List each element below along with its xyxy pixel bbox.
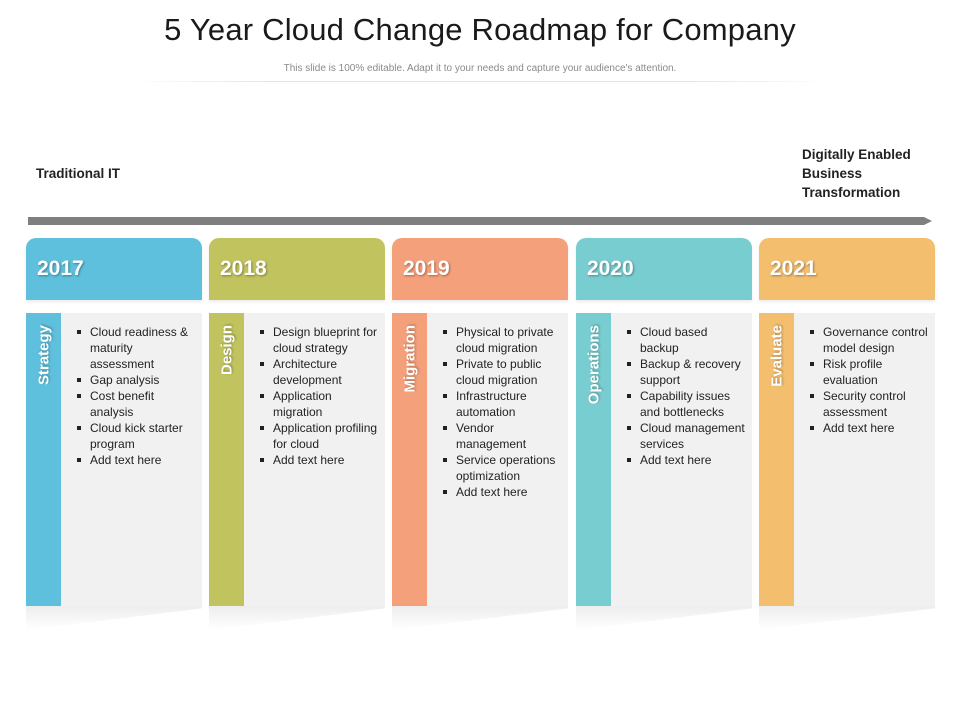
phase-card: Operations Cloud based backup Backup & rec… [576, 313, 752, 606]
list-item: Gap analysis [75, 372, 199, 388]
card-shadow [26, 606, 202, 630]
card-shadow [759, 606, 935, 630]
list-item: Cost benefit analysis [75, 388, 199, 420]
list-item: Risk profile evaluation [808, 356, 932, 388]
list-item: Add text here [808, 420, 932, 436]
phase-item-list: Cloud readiness & maturity assessment Gap… [75, 324, 199, 468]
year-header: 2021 [759, 238, 935, 300]
year-label: 2018 [220, 257, 267, 280]
timeline-arrow [28, 217, 932, 225]
year-label: 2019 [403, 257, 450, 280]
card-shadow [392, 606, 568, 630]
phase-label: Migration [401, 325, 419, 393]
page-subtitle: This slide is 100% editable. Adapt it to… [283, 63, 677, 74]
phase-side-bar: Evaluate [759, 313, 794, 606]
list-item: Application migration [258, 388, 382, 420]
year-header: 2020 [576, 238, 752, 300]
card-shadow [209, 606, 385, 630]
list-item: Add text here [625, 452, 749, 468]
phase-side-bar: Migration [392, 313, 427, 606]
list-item: Governance control model design [808, 324, 932, 356]
phase-item-list: Physical to private cloud migration Priva… [441, 324, 565, 500]
year-label: 2021 [770, 257, 817, 280]
timeline-start-label: Traditional IT [36, 166, 121, 181]
list-item: Physical to private cloud migration [441, 324, 565, 356]
phase-label: Design [218, 325, 236, 376]
list-item: Infrastructure automation [441, 388, 565, 420]
year-header: 2017 [26, 238, 202, 300]
list-item: Security control assessment [808, 388, 932, 420]
card-shadow [576, 606, 752, 630]
phase-item-list: Governance control model design Risk prof… [808, 324, 932, 436]
phase-card: Design Design blueprint for cloud strateg… [209, 313, 385, 606]
phase-side-bar: Design [209, 313, 244, 606]
year-header: 2019 [392, 238, 568, 300]
list-item: Add text here [75, 452, 199, 468]
list-item: Vendor management [441, 420, 565, 452]
list-item: Backup & recovery support [625, 356, 749, 388]
list-item: Add text here [258, 452, 382, 468]
phase-card: Migration Physical to private cloud migra… [392, 313, 568, 606]
list-item: Private to public cloud migration [441, 356, 565, 388]
list-item: Add text here [441, 484, 565, 500]
phase-card: Evaluate Governance control model design R… [759, 313, 935, 606]
list-item: Design blueprint for cloud strategy [258, 324, 382, 356]
year-label: 2020 [587, 257, 634, 280]
list-item: Cloud management services [625, 420, 749, 452]
phase-label: Strategy [35, 325, 53, 386]
list-item: Cloud readiness & maturity assessment [75, 324, 199, 372]
year-header: 2018 [209, 238, 385, 300]
list-item: Cloud based backup [625, 324, 749, 356]
phase-side-bar: Strategy [26, 313, 61, 606]
phase-label: Evaluate [768, 325, 786, 387]
page-title: 5 Year Cloud Change Roadmap for Company [164, 12, 796, 47]
list-item: Cloud kick starter program [75, 420, 199, 452]
list-item: Service operations optimization [441, 452, 565, 484]
phase-side-bar: Operations [576, 313, 611, 606]
timeline-end-label: Digitally Enabled Business Transformatio… [802, 147, 911, 200]
phase-item-list: Cloud based backup Backup & recovery supp… [625, 324, 749, 468]
list-item: Architecture development [258, 356, 382, 388]
list-item: Application profiling for cloud [258, 420, 382, 452]
year-label: 2017 [37, 257, 84, 280]
phase-item-list: Design blueprint for cloud strategy Archi… [258, 324, 382, 468]
title-divider [130, 81, 830, 82]
phase-card: Strategy Cloud readiness & maturity asses… [26, 313, 202, 606]
list-item: Capability issues and bottlenecks [625, 388, 749, 420]
phase-label: Operations [585, 325, 603, 405]
